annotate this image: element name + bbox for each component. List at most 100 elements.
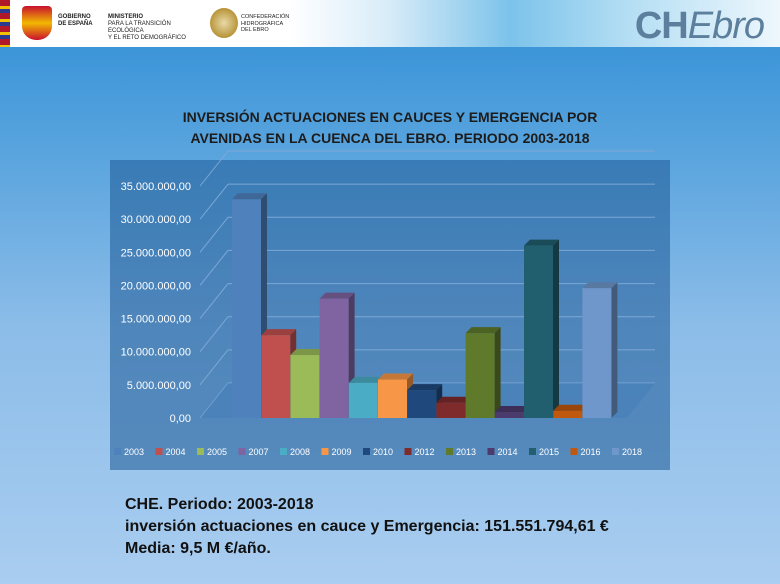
- y-axis-ticks: 0,00 5.000.000,00 10.000.000,00 15.000.000,…: [121, 181, 191, 425]
- bar-front: [524, 245, 553, 418]
- legend-swatch: [612, 448, 619, 455]
- y-tick-label: 10.000.000,00: [121, 347, 191, 359]
- legend-swatch: [570, 448, 578, 455]
- conf-line3: DEL EBRO: [241, 27, 269, 33]
- legend-swatch: [363, 448, 370, 455]
- legend-item-2015: 2015: [529, 447, 559, 457]
- legend-item-2014: 2014: [487, 447, 518, 457]
- bar-top: [524, 239, 559, 246]
- bar-top: [290, 349, 326, 356]
- bar-top: [319, 292, 355, 299]
- bar-front: [378, 379, 407, 418]
- bar-top: [436, 396, 472, 403]
- bar-2015: [524, 239, 559, 418]
- legend-label: 2016: [581, 447, 601, 457]
- summary-line1: CHE. Periodo: 2003-2018: [125, 496, 314, 513]
- confederation-label: CONFEDERACIÓN HIDROGRÁFICA DEL EBRO: [241, 14, 289, 34]
- header-wave-banner: [290, 0, 780, 47]
- legend-item-2009: 2009: [321, 447, 352, 457]
- legend-swatch: [321, 448, 329, 455]
- legend-label: 2010: [373, 447, 393, 457]
- logo-ebro: Ebro: [687, 5, 765, 47]
- grid-diagonal: [199, 316, 229, 353]
- legend: 2003 2004 2005 2007 2008 2009 2010 2012 2013 2014…: [114, 447, 642, 457]
- legend-swatch: [238, 448, 246, 455]
- bar-front: [319, 298, 349, 418]
- bar-front: [494, 412, 524, 418]
- bar-top: [407, 384, 443, 391]
- legend-swatch: [197, 448, 204, 455]
- bar-top: [348, 376, 384, 383]
- y-tick-label: 25.000.000,00: [121, 247, 191, 259]
- legend-swatch: [114, 448, 121, 455]
- bar-front: [553, 410, 583, 418]
- legend-swatch: [487, 448, 495, 455]
- grid-diagonal: [199, 349, 229, 386]
- summary-line3: Media: 9,5 M €/año.: [125, 540, 271, 557]
- legend-item-2010: 2010: [363, 447, 393, 457]
- che-seal-icon: [210, 8, 238, 38]
- bar-front: [348, 382, 378, 418]
- bar-top: [378, 373, 413, 380]
- chebro-logo: CHEbro: [634, 5, 765, 47]
- legend-item-2004: 2004: [155, 447, 186, 457]
- legend-item-2016: 2016: [570, 447, 601, 457]
- legend-item-2012: 2012: [404, 447, 435, 457]
- y-tick-label: 30.000.000,00: [121, 214, 191, 226]
- bar-2018: [582, 282, 618, 418]
- legend-label: 2009: [332, 447, 352, 457]
- bar-front: [436, 402, 466, 418]
- grid-diagonal: [199, 382, 229, 419]
- bar-top: [261, 329, 297, 336]
- y-tick-label: 35.000.000,00: [121, 181, 191, 193]
- grid-diagonal: [199, 250, 229, 286]
- summary-line2: inversión actuaciones en cauce y Emergen…: [125, 518, 609, 535]
- legend-item-2013: 2013: [446, 447, 476, 457]
- logo-ch: CH: [634, 5, 689, 47]
- grid-diagonal: [199, 150, 229, 187]
- legend-label: 2007: [249, 447, 269, 457]
- y-tick-label: 20.000.000,00: [121, 280, 191, 292]
- bar-side: [494, 327, 501, 418]
- summary-text: CHE. Periodo: 2003-2018 inversión actuac…: [125, 494, 609, 560]
- legend-label: 2014: [498, 447, 518, 457]
- legend-label: 2005: [207, 447, 227, 457]
- bar-top: [494, 406, 530, 413]
- bar-side: [611, 282, 618, 418]
- conf-line1: CONFEDERACIÓN: [241, 14, 290, 20]
- bar-front: [232, 199, 261, 418]
- y-tick-label: 0,00: [170, 413, 191, 425]
- legend-label: 2018: [622, 447, 642, 457]
- bar-2013: [465, 327, 501, 418]
- grid-diagonal: [199, 283, 229, 319]
- legend-label: 2004: [166, 447, 186, 457]
- ministry-line1: MINISTERIO: [108, 14, 144, 20]
- legend-item-2018: 2018: [612, 447, 642, 457]
- grid-diagonal: [199, 183, 229, 220]
- legend-label: 2013: [456, 447, 476, 457]
- ministry-line2: PARA LA TRANSICIÓN ECOLÓGICA: [108, 21, 171, 34]
- bars: [232, 193, 618, 418]
- gov-stripe: [0, 0, 10, 47]
- legend-label: 2012: [415, 447, 435, 457]
- bar-top: [553, 404, 589, 411]
- legend-swatch: [529, 448, 536, 455]
- legend-label: 2008: [290, 447, 310, 457]
- legend-swatch: [446, 448, 453, 455]
- bar-front: [261, 335, 291, 418]
- legend-label: 2015: [539, 447, 559, 457]
- y-tick-label: 5.000.000,00: [127, 380, 191, 392]
- legend-label: 2003: [124, 447, 144, 457]
- ministry-label: MINISTERIO PARA LA TRANSICIÓN ECOLÓGICA …: [108, 14, 198, 42]
- chart-title-line1: INVERSIÓN ACTUACIONES EN CAUCES Y EMERGE…: [182, 109, 598, 125]
- conf-line2: HIDROGRÁFICA: [241, 20, 284, 27]
- bar-front: [290, 355, 320, 418]
- chart-title-line2: AVENIDAS EN LA CUENCA DEL EBRO. PERIODO …: [190, 130, 590, 146]
- bar-front: [582, 288, 612, 418]
- legend-item-2007: 2007: [238, 447, 269, 457]
- gov-label-line2: DE ESPAÑA: [58, 21, 93, 27]
- legend-swatch: [404, 448, 412, 455]
- bar-top: [582, 282, 618, 289]
- gov-label: GOBIERNO DE ESPAÑA: [58, 14, 94, 28]
